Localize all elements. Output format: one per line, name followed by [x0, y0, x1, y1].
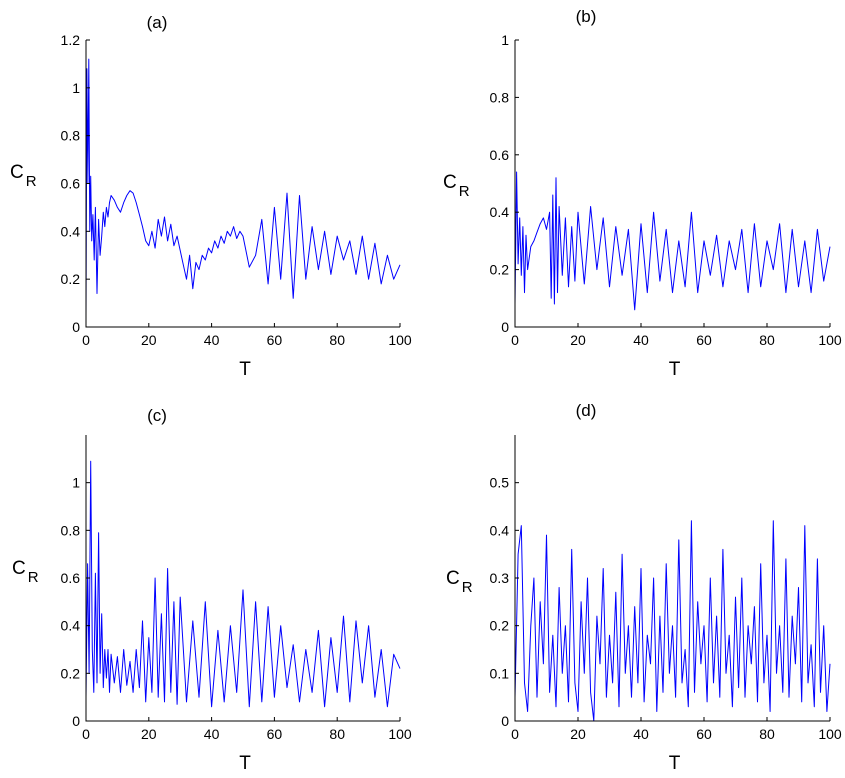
y-tick-label: 0.8 — [61, 128, 81, 144]
y-tick-label: 0.2 — [61, 665, 81, 681]
x-tick-label: 100 — [388, 332, 412, 348]
series-line-0 — [514, 520, 831, 722]
series-line-0 — [85, 460, 401, 708]
x-tick-label: 40 — [204, 332, 220, 348]
y-tick-label: 0.4 — [490, 522, 510, 538]
y-tick-label: 0.6 — [61, 176, 81, 192]
panel-title: (a) — [147, 13, 168, 32]
axes-frame — [85, 435, 400, 722]
y-tick-label: 0.6 — [61, 570, 81, 586]
panel-title: (d) — [576, 401, 597, 420]
axes-frame — [514, 40, 830, 328]
panel-a: 0 20 40 60 80 100 0 0.2 0.4 0.6 0.8 1 1.2 (a) T C R — [10, 13, 412, 380]
x-axis-label: T — [669, 359, 681, 380]
x-tick-label: 40 — [633, 726, 649, 742]
y-tick-label: 0.4 — [61, 618, 81, 634]
x-tick-label: 100 — [818, 726, 842, 742]
x-tick-label: 40 — [204, 726, 220, 742]
panel-title: (c) — [147, 406, 167, 425]
x-tick-label: 100 — [818, 332, 842, 348]
y-tick-label: 1 — [72, 80, 80, 96]
y-tick-label: 0.2 — [490, 618, 510, 634]
x-axis-label: T — [239, 753, 251, 774]
y-tick-label: 0 — [501, 319, 509, 335]
x-tick-label: 0 — [511, 726, 519, 742]
y-tick-label: 1 — [72, 475, 80, 491]
y-tick-label: 0 — [72, 319, 80, 335]
y-tick-label: 0.4 — [490, 204, 510, 220]
y-tick-label: 0.1 — [490, 665, 510, 681]
x-tick-label: 100 — [388, 726, 412, 742]
x-tick-label: 20 — [570, 332, 586, 348]
x-tick-label: 60 — [267, 726, 283, 742]
y-tick-label: 1.2 — [61, 32, 81, 48]
x-tick-label: 0 — [82, 332, 90, 348]
x-tick-label: 20 — [141, 726, 157, 742]
x-tick-label: 20 — [141, 332, 157, 348]
y-tick-label: 0.4 — [61, 223, 81, 239]
panel-title: (b) — [576, 7, 597, 26]
x-tick-label: 20 — [570, 726, 586, 742]
panel-d: 0 20 40 60 80 100 0 0.1 0.2 0.3 0.4 0.5 (d) T C R — [446, 401, 842, 774]
x-axis-label: T — [669, 753, 681, 774]
y-tick-label: 0.5 — [490, 475, 510, 491]
x-tick-label: 60 — [696, 726, 712, 742]
x-tick-label: 80 — [759, 726, 775, 742]
axes-frame — [85, 40, 400, 328]
x-tick-label: 60 — [696, 332, 712, 348]
series-line-0 — [514, 171, 831, 311]
x-tick-label: 80 — [759, 332, 775, 348]
x-tick-label: 40 — [633, 332, 649, 348]
y-tick-label: 0.3 — [490, 570, 510, 586]
x-tick-label: 0 — [511, 332, 519, 348]
y-tick-label: 0.2 — [61, 271, 81, 287]
y-tick-label: 0 — [501, 713, 509, 729]
x-axis-label: T — [239, 359, 251, 380]
y-tick-label: 0.6 — [490, 147, 510, 163]
y-tick-label: 1 — [501, 32, 509, 48]
x-tick-label: 80 — [329, 332, 345, 348]
y-tick-label: 0.2 — [490, 262, 510, 278]
series-line-0 — [85, 58, 401, 316]
y-tick-label: 0 — [72, 713, 80, 729]
x-tick-label: 0 — [82, 726, 90, 742]
panel-c: 0 20 40 60 80 100 0 0.2 0.4 0.6 0.8 1 (c) T C R — [12, 406, 412, 774]
y-tick-label: 0.8 — [61, 522, 81, 538]
x-tick-label: 80 — [329, 726, 345, 742]
panel-b: 0 20 40 60 80 100 0 0.2 0.4 0.6 0.8 1 (b) T C R — [443, 7, 842, 380]
x-tick-label: 60 — [267, 332, 283, 348]
y-tick-label: 0.8 — [490, 89, 510, 105]
